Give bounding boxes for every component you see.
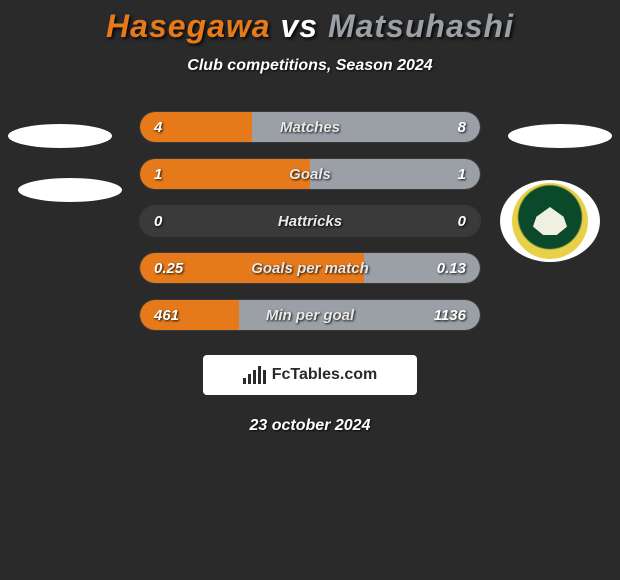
stat-label: Goals per match xyxy=(251,260,369,277)
stat-right-value: 1136 xyxy=(434,307,466,324)
stat-right-value: 0 xyxy=(458,213,466,230)
stat-label: Goals xyxy=(289,166,331,183)
bar-fill-left xyxy=(140,159,310,189)
page-title: Hasegawa vs Matsuhashi xyxy=(0,8,620,45)
club-bird-icon xyxy=(533,207,567,235)
left-ellipse-1 xyxy=(8,124,112,148)
brand-bars-icon xyxy=(243,366,266,384)
stat-label: Min per goal xyxy=(266,307,354,324)
stat-left-value: 461 xyxy=(154,307,179,324)
stat-row: 0.25 Goals per match 0.13 xyxy=(139,252,481,284)
brand-text: FcTables.com xyxy=(272,366,378,384)
vs-text: vs xyxy=(280,8,318,44)
stat-row: 0 Hattricks 0 xyxy=(139,205,481,237)
stat-label: Matches xyxy=(280,119,340,136)
stat-right-value: 8 xyxy=(458,119,466,136)
stat-label: Hattricks xyxy=(278,213,342,230)
stat-left-value: 1 xyxy=(154,166,162,183)
stat-row: 461 Min per goal 1136 xyxy=(139,299,481,331)
stat-left-value: 4 xyxy=(154,119,162,136)
stat-left-value: 0.25 xyxy=(154,260,183,277)
club-logo-inner xyxy=(512,183,588,259)
stat-right-value: 1 xyxy=(458,166,466,183)
right-ellipse-1 xyxy=(508,124,612,148)
brand-badge[interactable]: FcTables.com xyxy=(203,355,417,395)
stat-left-value: 0 xyxy=(154,213,162,230)
stat-row: 4 Matches 8 xyxy=(139,111,481,143)
stat-right-value: 0.13 xyxy=(437,260,466,277)
player1-name: Hasegawa xyxy=(106,8,271,44)
left-ellipse-2 xyxy=(18,178,122,202)
date-text: 23 october 2024 xyxy=(0,417,620,435)
stat-row: 1 Goals 1 xyxy=(139,158,481,190)
subtitle: Club competitions, Season 2024 xyxy=(0,57,620,75)
club-logo xyxy=(500,180,600,262)
bar-fill-right xyxy=(310,159,480,189)
player2-name: Matsuhashi xyxy=(328,8,514,44)
